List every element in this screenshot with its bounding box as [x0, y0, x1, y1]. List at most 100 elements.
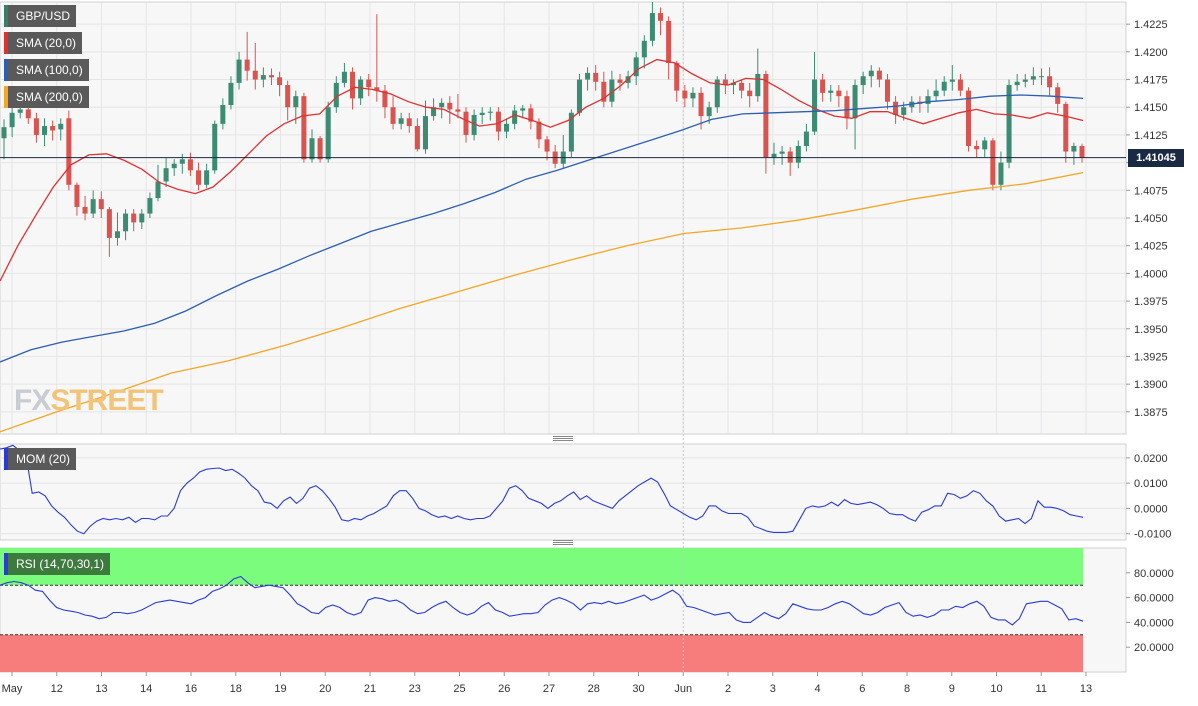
candle-body-36 [293, 96, 299, 108]
candle-body-80 [649, 13, 655, 41]
legend-sma20[interactable]: SMA (20,0) [4, 32, 83, 54]
candle-body-103 [836, 90, 842, 97]
x-tick-label-18: 4 [814, 683, 820, 695]
x-tick-label-8: 21 [364, 683, 376, 695]
candle-body-21 [171, 163, 177, 169]
y-tick-label-1-1: 1.4200 [1134, 47, 1168, 59]
y-tick-label-1-0: 1.4225 [1134, 19, 1168, 31]
candle-body-130 [1055, 87, 1061, 104]
candle-body-48 [390, 107, 396, 124]
candle-body-14 [114, 231, 120, 238]
candle-body-95 [771, 153, 777, 158]
candle-body-94 [763, 74, 769, 158]
candle-body-49 [398, 118, 404, 124]
candle-body-2 [17, 109, 23, 113]
candle-body-41 [333, 82, 339, 108]
sma100-line [0, 94, 1084, 363]
candle-body-72 [585, 72, 591, 80]
candle-body-91 [739, 82, 745, 91]
candle-body-125 [1014, 81, 1020, 86]
y-tick-label-2-3: -0.0100 [1134, 529, 1171, 541]
legend-mom[interactable]: MOM (20) [4, 448, 76, 470]
candle-body-107 [868, 70, 874, 77]
candle-body-109 [884, 79, 890, 102]
candle-body-32 [260, 75, 266, 80]
candle-body-54 [439, 102, 445, 108]
x-tick-label-11: 26 [498, 683, 510, 695]
candle-body-50 [406, 118, 412, 127]
candle-body-37 [301, 96, 307, 160]
candle-body-110 [893, 101, 899, 115]
candle-body-117 [949, 79, 955, 82]
candle-body-90 [730, 82, 736, 86]
y-tick-label-2-1: 0.0100 [1134, 478, 1168, 490]
y-tick-label-3-3: 20.0000 [1134, 642, 1174, 654]
x-tick-label-5: 18 [230, 683, 242, 695]
candle-body-52 [422, 116, 428, 150]
candle-body-6 [50, 126, 56, 131]
candle-body-63 [512, 110, 518, 124]
candle-body-57 [463, 111, 469, 135]
y-tick-label-3-0: 80.0000 [1134, 568, 1174, 580]
x-tick-label-20: 8 [904, 683, 910, 695]
candle-body-31 [252, 70, 258, 80]
candle-body-40 [325, 107, 331, 160]
logo-part-a: FX [14, 384, 51, 417]
candle-body-58 [471, 114, 477, 135]
legend-sma200[interactable]: SMA (200,0) [4, 86, 89, 108]
rsi-oversold-zone [0, 634, 1083, 672]
legend-sma100-label: SMA (100,0) [16, 63, 83, 77]
candle-body-64 [520, 108, 526, 111]
candle-body-99 [803, 131, 809, 146]
candle-body-97 [787, 151, 793, 163]
pane-resize-handle-2[interactable] [553, 540, 573, 546]
candle-body-3 [25, 109, 31, 119]
x-tick-label-23: 11 [1036, 683, 1047, 695]
y-tick-label-1-11: 1.3950 [1134, 324, 1168, 336]
candle-body-111 [901, 107, 907, 115]
x-tick-label-24: 13 [1080, 683, 1092, 695]
candle-body-132 [1071, 146, 1077, 152]
candle-body-27 [220, 105, 226, 124]
candle-body-42 [341, 71, 347, 83]
legend-sma100[interactable]: SMA (100,0) [4, 59, 89, 81]
candle-body-7 [58, 123, 64, 130]
x-tick-label-10: 25 [453, 683, 465, 695]
candle-body-34 [277, 77, 283, 86]
candle-body-11 [90, 199, 96, 214]
legend-pair[interactable]: GBP/USD [4, 5, 77, 27]
x-tick-label-21: 9 [949, 683, 955, 695]
candle-body-35 [285, 85, 291, 108]
candle-body-39 [317, 138, 323, 160]
candle-body-26 [212, 123, 218, 171]
candle-body-105 [852, 85, 858, 119]
candle-body-123 [998, 162, 1004, 185]
y-tick-label-1-7: 1.4050 [1134, 213, 1168, 225]
last-price-tag: 1.41045 [1128, 149, 1184, 167]
candle-body-82 [666, 20, 672, 63]
candle-body-133 [1079, 146, 1085, 158]
candle-body-12 [98, 199, 104, 210]
candle-body-108 [876, 70, 882, 80]
candle-body-87 [706, 107, 712, 117]
candle-body-88 [714, 79, 720, 108]
y-tick-label-1-2: 1.4175 [1134, 75, 1168, 87]
candle-body-61 [495, 111, 501, 132]
x-tick-label-0: May [2, 683, 23, 695]
candle-body-121 [982, 140, 988, 150]
candle-body-100 [812, 79, 818, 132]
y-tick-label-3-2: 40.0000 [1134, 617, 1174, 629]
pane-resize-handle-1[interactable] [553, 436, 573, 442]
mom-line [0, 444, 1084, 535]
legend-rsi[interactable]: RSI (14,70,30,1) [4, 553, 111, 575]
candle-body-29 [236, 59, 242, 83]
y-tick-label-1-9: 1.4000 [1134, 268, 1168, 280]
candle-body-33 [268, 75, 274, 78]
x-tick-label-19: 6 [859, 683, 865, 695]
candle-body-101 [820, 79, 826, 93]
x-tick-label-12: 27 [543, 683, 555, 695]
candle-body-84 [682, 90, 688, 99]
legend-sma200-swatch [4, 86, 8, 108]
